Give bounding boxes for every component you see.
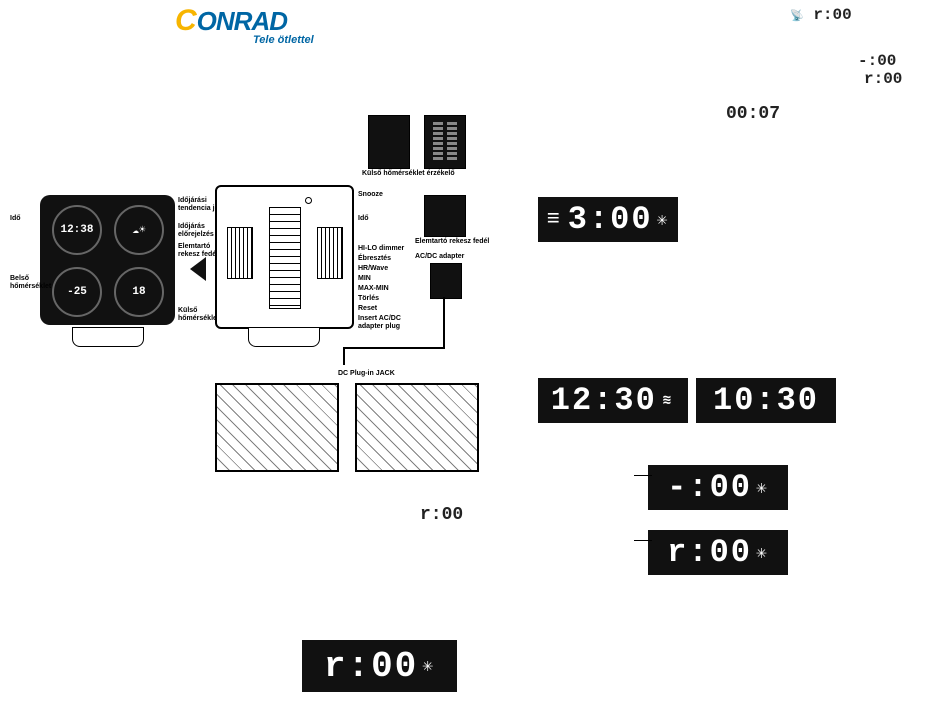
lcd-value: -:00 [667,469,752,506]
label-hrwave: HR/Wave [358,265,388,273]
lcd-panel-1: ≡ 3:00 ✳ [538,197,678,242]
label-ido: Idő [10,215,21,223]
lcd-value: 3:00 [568,201,653,238]
brand-logo: CONRAD Tele ötlettel [175,4,314,46]
status-readout-time: 00:07 [726,104,780,124]
wave-icon: ≋ [663,392,673,409]
cable-line [343,347,445,349]
device-stand [72,327,144,347]
product-diagram: Külső hőmérséklet érzékelő Elemtartó rek… [10,115,500,535]
label-kulso: Külső hőmérséklet [178,307,219,322]
battery-slot [227,227,253,279]
label-insert: Insert AC/DC adapter plug [358,315,401,330]
label-snooze: Snooze [358,191,383,199]
battery-slot [317,227,343,279]
weather-icon: ☁☀ [132,223,145,237]
device-stand [248,327,320,347]
label-battery-cover: Elemtartó rekesz fedél [415,238,489,246]
lcd-panel-5: r:00 ✳ [648,530,788,575]
lcd-panel-4: -:00 ✳ [648,465,788,510]
label-sensor: Külső hőmérséklet érzékelő [362,170,455,178]
sparkle-icon: ✳ [422,655,435,677]
antenna-icon: 📡 [790,11,804,23]
arrow-icon [190,257,206,281]
label-ebresztes: Ébresztés [358,255,391,263]
lcd-value: r:00 [667,534,752,571]
label-maxmin: MAX-MIN [358,285,389,293]
display-circle-time: 12:38 [52,205,102,255]
detail-illustration-1 [215,383,339,472]
logo-brand-text: ONRAD [197,6,287,36]
label-acdc: AC/DC adapter [415,253,464,261]
cable-line [443,297,445,347]
label-belso: Belső hőmérséklet [10,275,51,290]
label-min: MIN [358,275,371,283]
label-elorejelzes: Időjárás előrejelzés [178,223,214,238]
sparkle-icon: ✳ [756,477,769,499]
lcd-value: 12:30 [551,382,657,419]
label-torles: Törlés [358,295,379,303]
lcd-panel-3: 10:30 [696,378,836,423]
cable-line [343,347,345,365]
segment-icon: ≡ [547,207,562,232]
lcd-value: 10:30 [713,382,819,419]
sparkle-icon: ✳ [657,209,670,231]
lcd-value: r:00 [324,646,418,687]
adapter-icon [430,263,462,299]
sensor-box [368,115,410,169]
back-pillar [269,207,301,309]
sparkle-icon: ✳ [756,542,769,564]
display-circle-temp-out: 18 [114,267,164,317]
label-ido2: Idő [358,215,369,223]
detail-illustration-2 [355,383,479,472]
temp-out-value: 18 [132,286,145,298]
device-front-view: 12:38 ☁☀ -25 18 [40,195,175,325]
button-dot [305,197,312,204]
status-readout-top: 📡 r:00 [790,6,852,24]
battery-cover [424,195,466,237]
temp-in-value: -25 [67,286,87,298]
readout-value: r:00 [864,70,902,88]
time-value: 12:38 [60,224,93,236]
label-dcjack: DC Plug-in JACK [338,370,395,378]
lcd-panel-6: r:00 ✳ [302,640,457,692]
pointer-line [634,475,652,476]
device-back-view [215,185,354,329]
readout-value: -:00 [858,52,896,70]
pointer-line [634,540,652,541]
label-reset: Reset [358,305,377,313]
readout-value: r:00 [813,6,851,24]
display-circle-temp-in: -25 [52,267,102,317]
lcd-panel-2: 12:30 ≋ [538,378,688,423]
logo-tagline: Tele ötlettel [253,34,314,46]
logo-accent-letter: C [175,4,197,37]
display-circle-weather: ☁☀ [114,205,164,255]
status-readout-second: -:00 r:00 [858,52,937,88]
label-dimmer: HI-LO dimmer [358,245,404,253]
battery-illustration [424,115,466,169]
